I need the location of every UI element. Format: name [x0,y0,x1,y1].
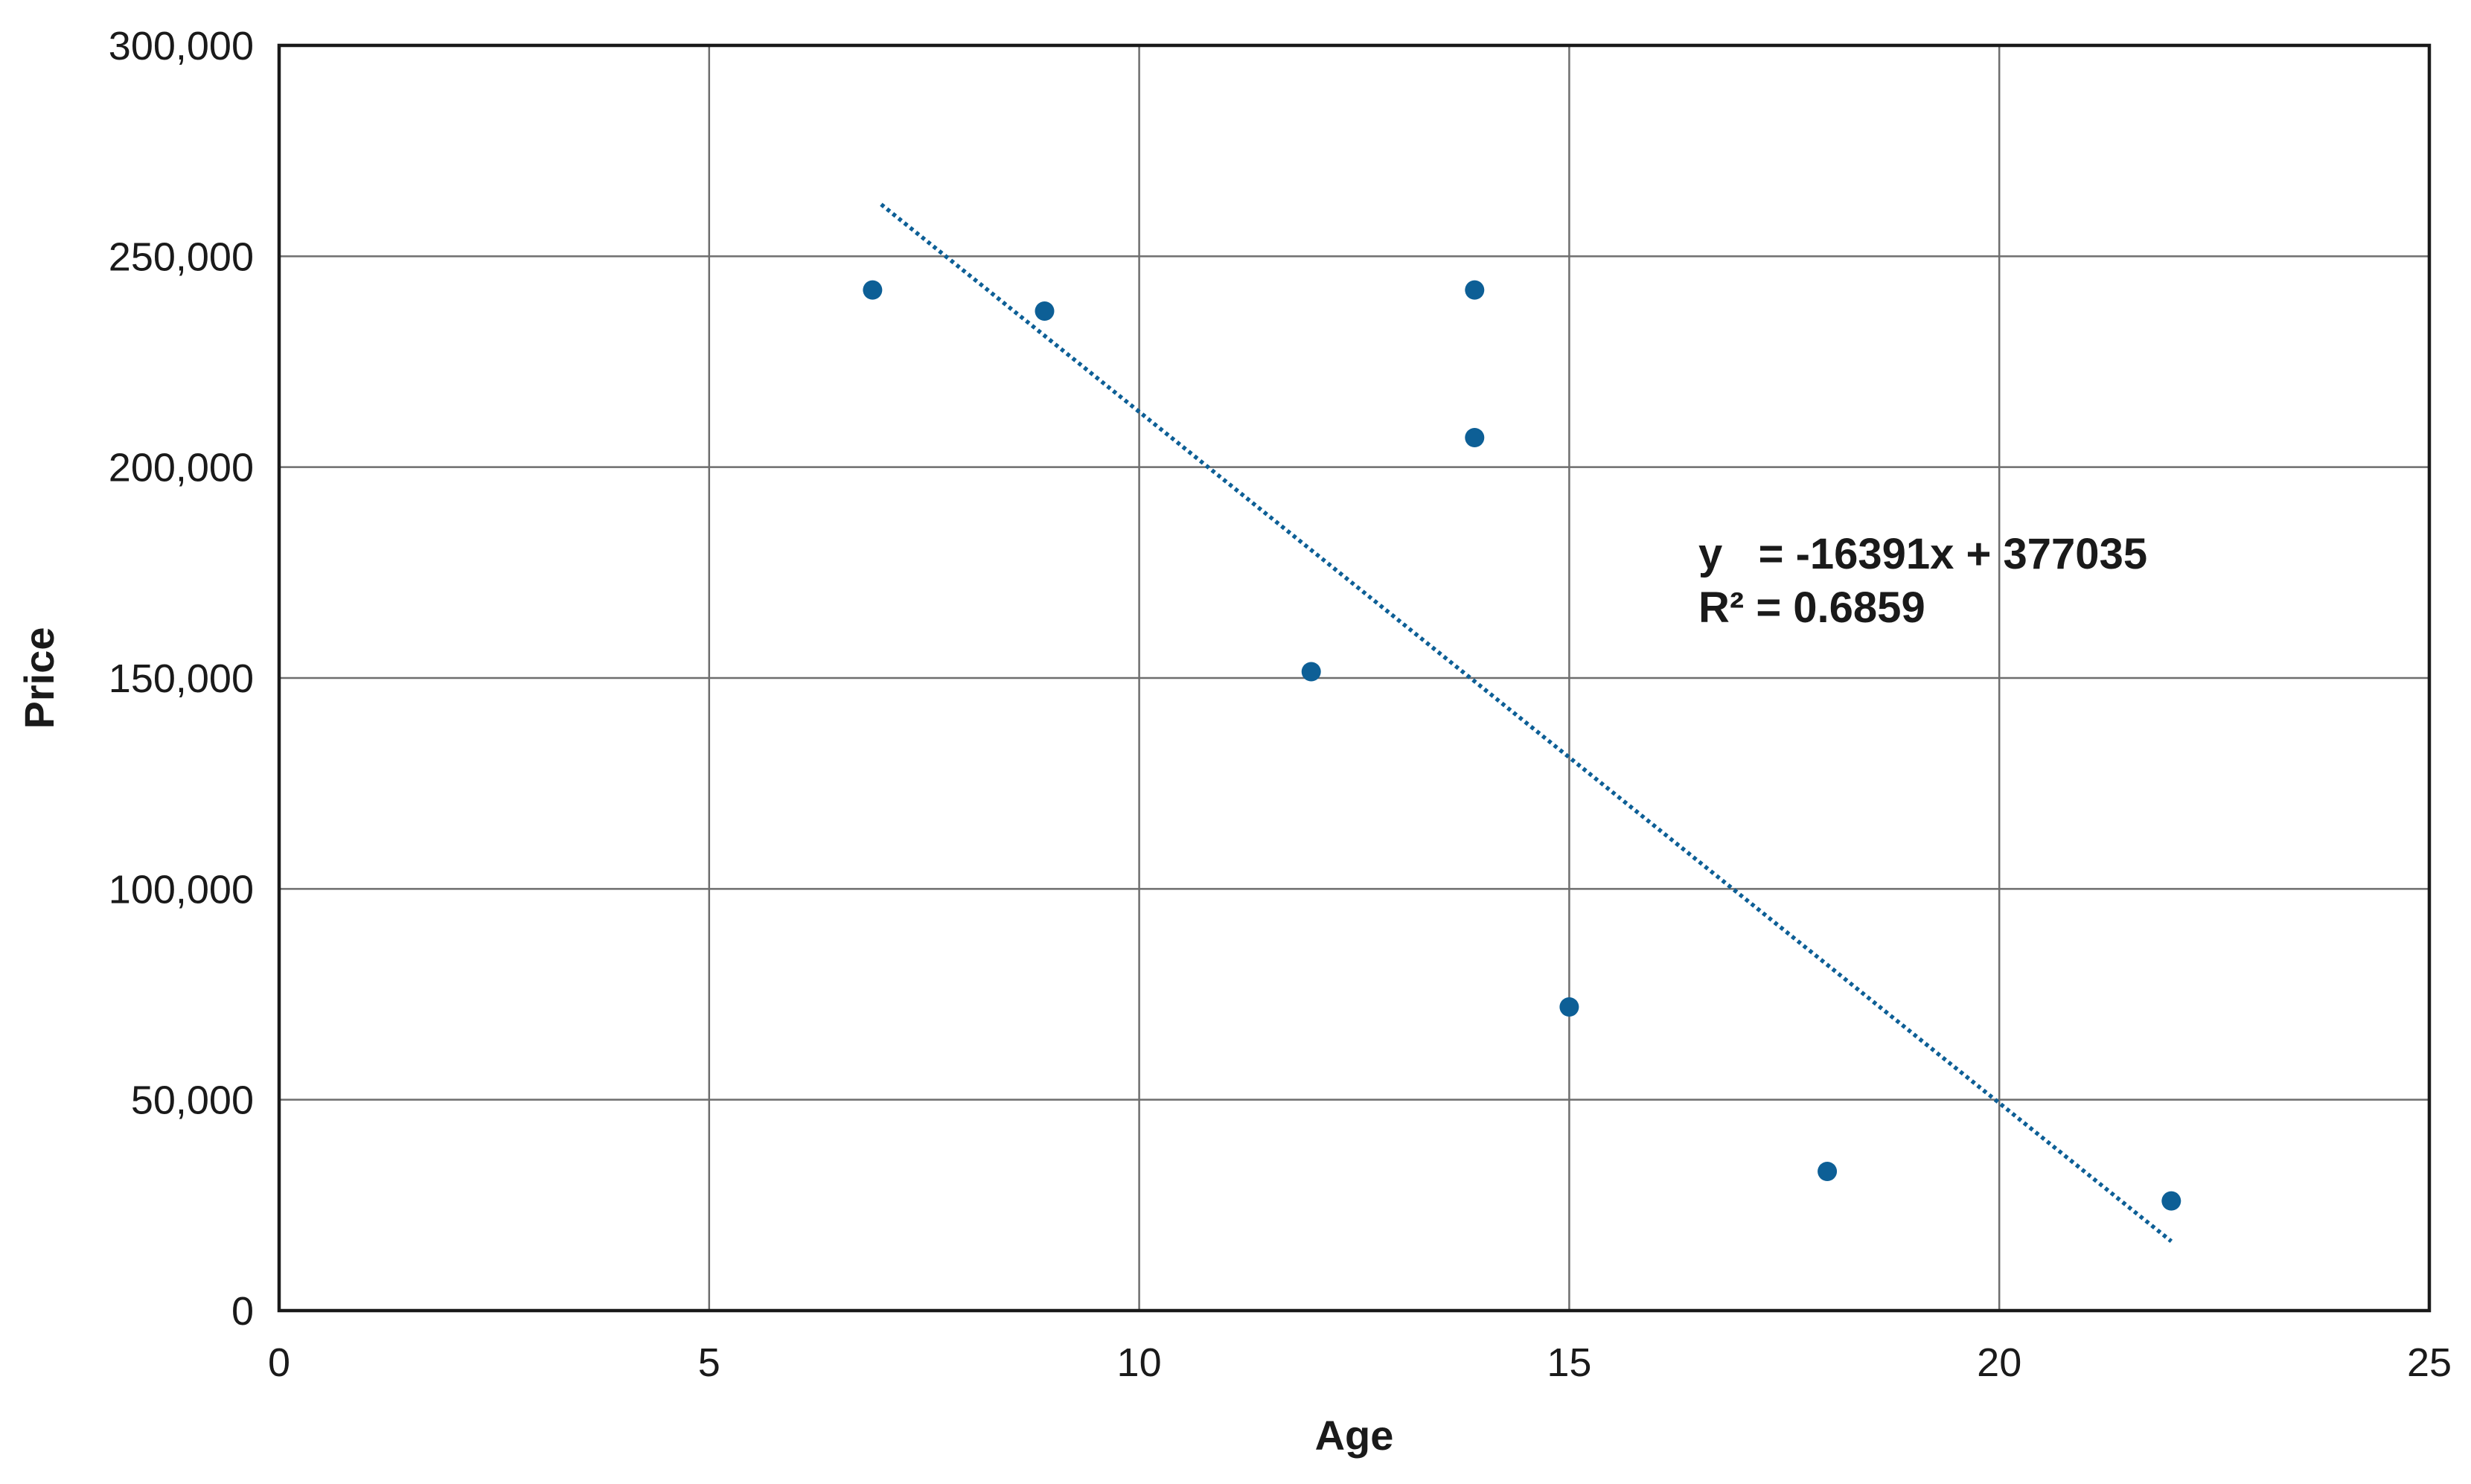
y-tick-label: 100,000 [109,867,254,912]
data-points [863,280,2181,1211]
data-point [1818,1162,1838,1181]
data-point [1465,428,1485,447]
trendline-group [880,202,2173,1244]
r-squared-label: R² = 0.6859 [1698,583,1925,632]
y-tick-label: 150,000 [109,656,254,701]
data-point [1559,997,1579,1017]
data-point [2161,1191,2181,1211]
plot-frame [277,43,2432,1313]
x-tick-label: 0 [268,1340,290,1385]
y-tick-label: 50,000 [131,1078,254,1123]
x-tick-label: 10 [1117,1340,1162,1385]
y-tick-label: 0 [231,1289,254,1334]
x-tick-label: 25 [2407,1340,2452,1385]
y-axis-title: Price [16,627,63,729]
grid-lines [279,45,2429,1311]
data-point [1465,280,1485,300]
x-tick-labels: 0 5 10 15 20 25 [268,1340,2452,1385]
y-tick-label: 250,000 [109,234,254,279]
trendline [880,202,2173,1244]
x-axis-title: Age [1315,1412,1394,1459]
x-tick-label: 5 [698,1340,720,1385]
x-tick-label: 15 [1547,1340,1591,1385]
x-tick-label: 20 [1977,1340,2021,1385]
y-tick-label: 200,000 [109,446,254,490]
data-point [1301,662,1321,682]
trendline-equation: y = -16391x + 377035 [1698,530,2147,578]
y-tick-label: 300,000 [109,24,254,68]
y-tick-labels: 0 50,000 100,000 150,000 200,000 250,000 300,0… [109,24,254,1334]
data-point [863,280,883,300]
data-point [1035,301,1055,321]
